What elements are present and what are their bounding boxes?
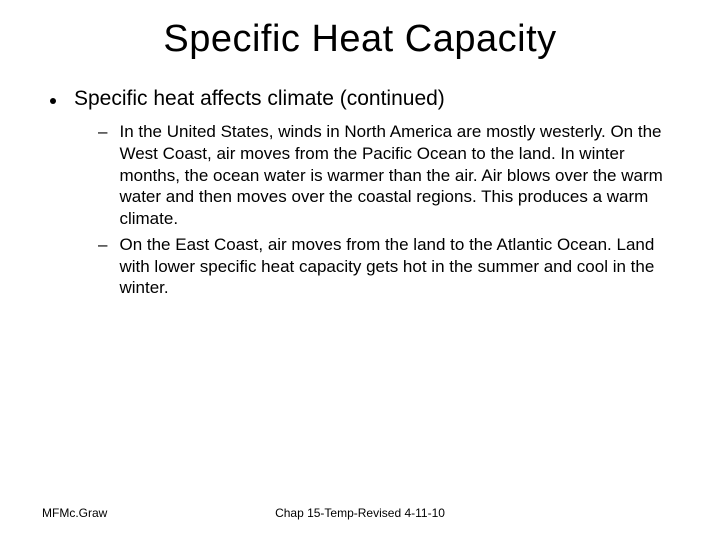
bullet-level1-text: Specific heat affects climate (continued… — [74, 87, 445, 111]
bullet-dot-icon — [50, 98, 56, 104]
bullet-level2: – In the United States, winds in North A… — [98, 121, 670, 230]
slide-container: Specific Heat Capacity Specific heat aff… — [0, 0, 720, 540]
bullet-level2-text: On the East Coast, air moves from the la… — [119, 234, 670, 299]
bullet-dash-icon: – — [98, 234, 107, 256]
bullet-level1: Specific heat affects climate (continued… — [50, 87, 680, 111]
bullet-level2-text: In the United States, winds in North Ame… — [119, 121, 670, 230]
bullet-level2: – On the East Coast, air moves from the … — [98, 234, 670, 299]
slide-title: Specific Heat Capacity — [40, 18, 680, 61]
bullet-dash-icon: – — [98, 121, 107, 143]
footer-chapter: Chap 15-Temp-Revised 4-11-10 — [0, 506, 720, 520]
